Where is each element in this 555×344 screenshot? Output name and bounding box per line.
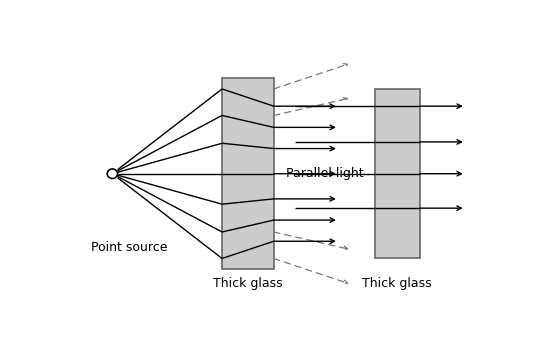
Bar bbox=[375, 89, 420, 258]
Text: Parallel light: Parallel light bbox=[286, 167, 364, 180]
Text: Thick glass: Thick glass bbox=[213, 277, 282, 290]
Text: Thick glass: Thick glass bbox=[362, 277, 432, 290]
Text: Point source: Point source bbox=[91, 241, 168, 254]
Ellipse shape bbox=[107, 169, 118, 179]
Bar bbox=[222, 78, 274, 269]
